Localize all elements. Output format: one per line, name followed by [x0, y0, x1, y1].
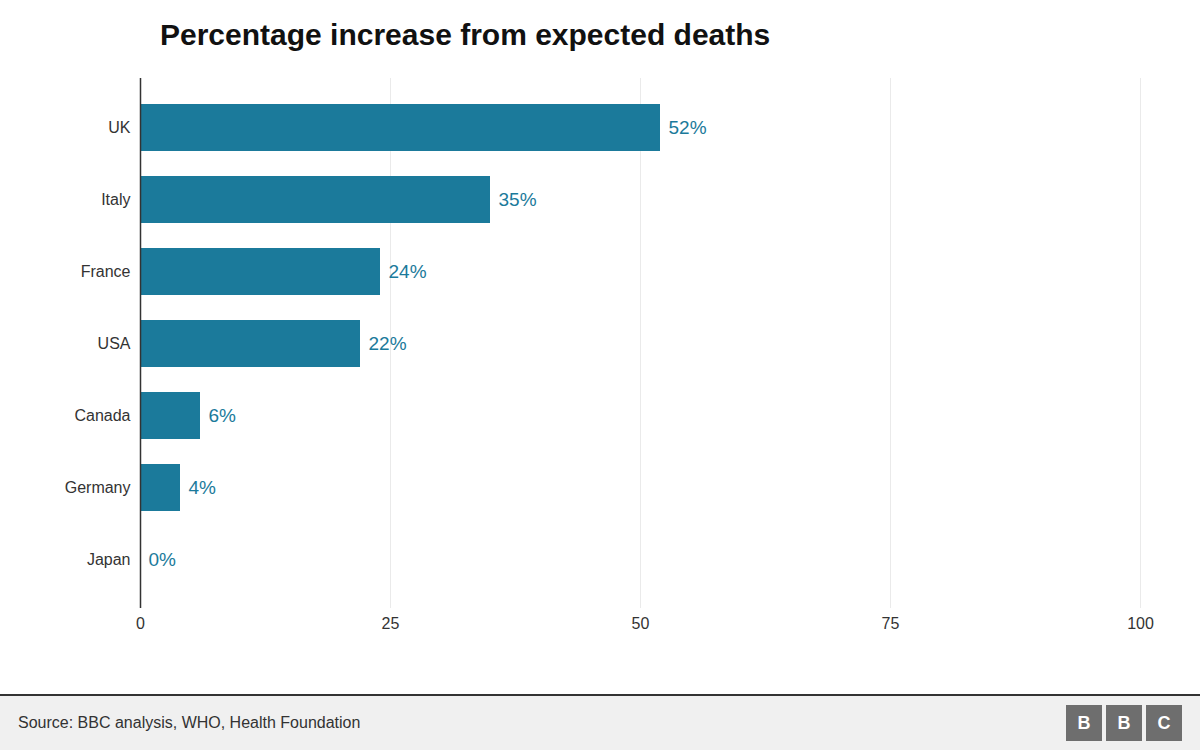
svg-text:4%: 4% — [189, 477, 217, 498]
svg-text:Canada: Canada — [74, 407, 130, 424]
svg-text:52%: 52% — [669, 117, 707, 138]
svg-text:Japan: Japan — [87, 551, 131, 568]
svg-text:UK: UK — [108, 119, 131, 136]
svg-text:USA: USA — [98, 335, 131, 352]
svg-text:100: 100 — [1127, 615, 1154, 632]
svg-text:0: 0 — [136, 615, 145, 632]
svg-text:22%: 22% — [369, 333, 407, 354]
svg-text:24%: 24% — [389, 261, 427, 282]
svg-text:Italy: Italy — [101, 191, 130, 208]
svg-text:75: 75 — [882, 615, 900, 632]
html-text:B: B — [1077, 712, 1091, 733]
svg-text:0%: 0% — [149, 549, 177, 570]
html-text:Percentage increase from expec: Percentage increase from expected deaths — [160, 18, 771, 51]
html-text:Source: BBC analysis, WHO, Hea: Source: BBC analysis, WHO, Health Founda… — [18, 714, 361, 731]
svg-text:50: 50 — [632, 615, 650, 632]
svg-text:35%: 35% — [499, 189, 537, 210]
svg-text:25: 25 — [382, 615, 400, 632]
html-text:B: B — [1117, 712, 1131, 733]
svg-text:6%: 6% — [209, 405, 237, 426]
svg-text:France: France — [81, 263, 131, 280]
html-text:C: C — [1157, 712, 1171, 733]
svg-text:Germany: Germany — [65, 479, 131, 496]
